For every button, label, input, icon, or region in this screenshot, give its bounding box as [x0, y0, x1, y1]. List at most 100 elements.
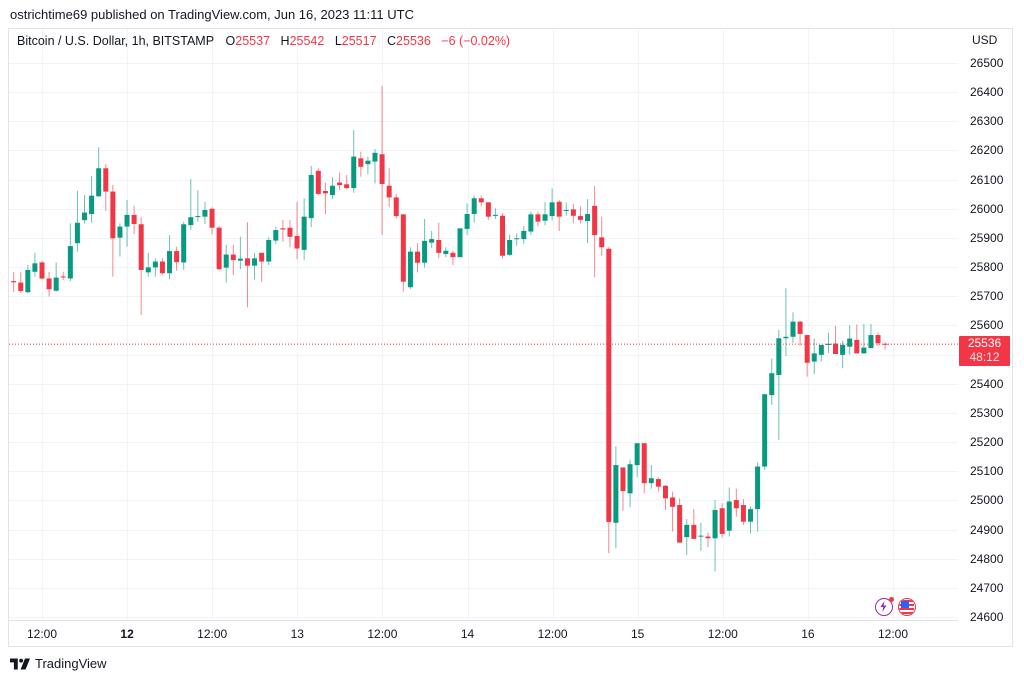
price-tick-label: 26300 [970, 114, 1004, 129]
candle [145, 252, 151, 277]
candle-body [733, 500, 739, 509]
price-axis[interactable]: USD 26500 26400 26300 26200 26100 26000 25900 2… [958, 29, 1012, 624]
candle-body [372, 152, 378, 162]
high-value: 25542 [289, 34, 325, 48]
candlestick-plot[interactable] [9, 29, 958, 620]
candle-body [677, 505, 683, 543]
candle [393, 193, 399, 219]
candle [110, 184, 116, 277]
candle-body [337, 182, 343, 186]
candle [585, 199, 591, 244]
candle [854, 324, 860, 354]
candle-body [252, 258, 258, 266]
plot-canvas[interactable] [9, 29, 958, 620]
candle [372, 149, 378, 184]
candle [322, 182, 328, 215]
candle-body [521, 230, 527, 240]
candle [11, 272, 17, 292]
candle [67, 223, 73, 282]
candle [351, 130, 357, 193]
candle [811, 338, 817, 375]
candle-body [655, 479, 661, 487]
candle-body [400, 214, 406, 282]
candle [471, 195, 477, 223]
candle [825, 332, 831, 354]
energy-event-icon[interactable] [875, 597, 894, 616]
candle-body [662, 485, 668, 499]
price-tick-label: 25400 [970, 376, 1004, 391]
candle [25, 265, 31, 294]
candle [478, 195, 484, 207]
candle [748, 506, 753, 534]
candle [450, 250, 456, 266]
candle-body [358, 158, 364, 167]
candle-body [25, 270, 31, 293]
open-value: 25537 [235, 34, 271, 48]
time-tick-label: 14 [460, 627, 475, 641]
candle [167, 235, 173, 280]
candle-body [875, 335, 881, 344]
candle [514, 233, 520, 246]
candle [46, 271, 52, 297]
price-tick-label: 26000 [970, 201, 1004, 216]
candle-body [209, 208, 215, 228]
candle-body [585, 214, 591, 222]
candle [577, 206, 583, 224]
candle-body [507, 239, 513, 255]
candle-body [39, 262, 45, 279]
candle-body [783, 336, 789, 339]
candle [216, 225, 222, 271]
candle [804, 335, 810, 377]
candle [776, 330, 782, 441]
candle-body [599, 237, 605, 248]
candle-body [549, 202, 555, 217]
candle [790, 312, 796, 343]
open-label: O [225, 34, 236, 48]
us-flag-event-icon[interactable] [898, 598, 916, 616]
candle-body [762, 394, 768, 467]
candle [492, 208, 498, 219]
candle [620, 467, 626, 511]
candle-body [82, 212, 88, 221]
candle-body [613, 465, 619, 523]
candle [698, 522, 704, 551]
candle-body [804, 335, 810, 363]
candle [181, 221, 187, 271]
candle-body [712, 509, 718, 539]
candle [294, 201, 300, 260]
us-flag-icon [899, 599, 914, 614]
candle-body [847, 338, 853, 347]
candle [266, 237, 272, 266]
candle-body [103, 168, 109, 192]
candle [655, 477, 661, 492]
close-label: C [387, 34, 397, 48]
candle-body [266, 239, 272, 262]
candle-body [684, 524, 690, 538]
candle-body [344, 184, 350, 189]
symbol-title: Bitcoin / U.S. Dollar, 1h, BITSTAMP [17, 34, 215, 48]
candle-body [634, 443, 640, 466]
candle-body [386, 185, 392, 198]
candle [670, 491, 676, 532]
published-caption: ostrichtime69 published on TradingView.c… [10, 7, 414, 22]
candle-body [450, 252, 456, 258]
candle [634, 443, 640, 478]
candle-body [740, 505, 746, 522]
candle-body [705, 536, 711, 539]
candle-body [790, 321, 796, 337]
candle [124, 200, 130, 247]
candle [379, 86, 385, 236]
candle-body [259, 252, 265, 262]
high-label: H [280, 34, 290, 48]
candle [797, 320, 803, 346]
candle-body [868, 335, 874, 349]
candle-body [280, 228, 286, 230]
time-axis[interactable]: 12:00 12 12:00 13 12:00 14 12:00 15 12:00 16 12:00 [9, 620, 958, 647]
time-tick-label: 12:00 [537, 627, 568, 641]
candle [259, 252, 265, 282]
candle-body [322, 191, 328, 194]
candle [223, 244, 229, 283]
price-tick-label: 26100 [970, 172, 1004, 187]
low-label: L [334, 34, 342, 48]
candle-body [46, 278, 52, 290]
